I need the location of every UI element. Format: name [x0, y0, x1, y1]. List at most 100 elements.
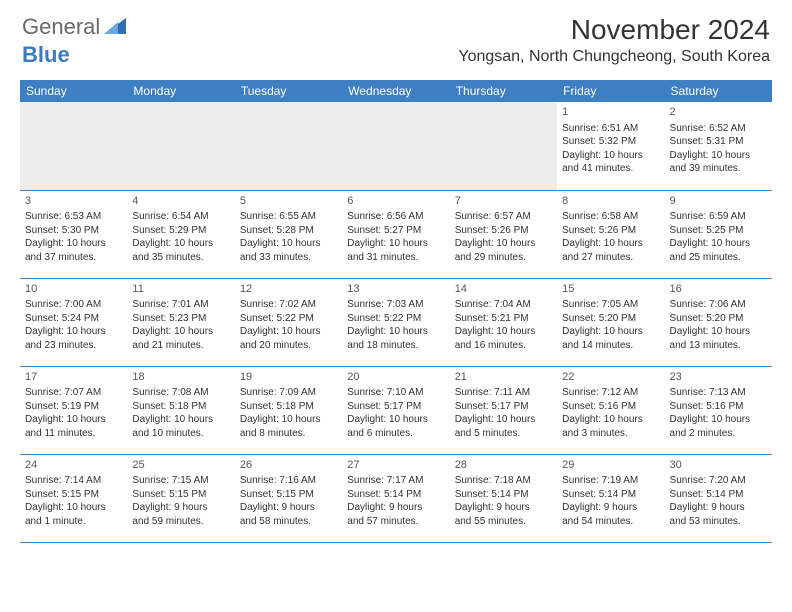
calendar-cell	[235, 102, 342, 190]
cell-line: Sunset: 5:31 PM	[670, 135, 767, 149]
cell-line: and 33 minutes.	[240, 251, 337, 265]
cell-line: Daylight: 10 hours	[347, 413, 444, 427]
calendar-row: 10Sunrise: 7:00 AMSunset: 5:24 PM Dayligh…	[20, 278, 772, 366]
cell-line: Sunset: 5:26 PM	[562, 224, 659, 238]
cell-line: and 35 minutes.	[132, 251, 229, 265]
calendar-cell	[450, 102, 557, 190]
cell-line: and 13 minutes.	[670, 339, 767, 353]
cell-line: and 8 minutes.	[240, 427, 337, 441]
calendar-cell: 30Sunrise: 7:20 AMSunset: 5:14 PMDayligh…	[665, 454, 772, 542]
day-number: 21	[455, 370, 552, 385]
day-number: 17	[25, 370, 122, 385]
cell-line: Sunset: 5:30 PM	[25, 224, 122, 238]
cell-line: Daylight: 10 hours	[455, 237, 552, 251]
cell-line: and 25 minutes.	[670, 251, 767, 265]
cell-line: Daylight: 10 hours	[670, 237, 767, 251]
cell-line: Sunset: 5:23 PM	[132, 312, 229, 326]
cell-line: Sunset: 5:24 PM	[25, 312, 122, 326]
cell-line: and 59 minutes.	[132, 515, 229, 529]
cell-line: and 20 minutes.	[240, 339, 337, 353]
cell-line: Sunrise: 7:08 AM	[132, 386, 229, 400]
day-number: 16	[670, 282, 767, 297]
calendar-cell: 12Sunrise: 7:02 AMSunset: 5:22 PMDayligh…	[235, 278, 342, 366]
cell-line: and 41 minutes.	[562, 162, 659, 176]
calendar-cell: 2Sunrise: 6:52 AMSunset: 5:31 PMDaylight…	[665, 102, 772, 190]
day-number: 29	[562, 458, 659, 473]
cell-line: Sunrise: 7:06 AM	[670, 298, 767, 312]
cell-line: Daylight: 10 hours	[347, 325, 444, 339]
calendar-cell: 16Sunrise: 7:06 AMSunset: 5:20 PMDayligh…	[665, 278, 772, 366]
cell-line: Sunset: 5:16 PM	[670, 400, 767, 414]
day-number: 6	[347, 194, 444, 209]
day-number: 1	[562, 105, 659, 120]
calendar-cell: 8Sunrise: 6:58 AMSunset: 5:26 PMDaylight…	[557, 190, 664, 278]
day-number: 5	[240, 194, 337, 209]
cell-line: Sunset: 5:27 PM	[347, 224, 444, 238]
calendar-cell: 6Sunrise: 6:56 AMSunset: 5:27 PMDaylight…	[342, 190, 449, 278]
calendar-cell: 22Sunrise: 7:12 AMSunset: 5:16 PMDayligh…	[557, 366, 664, 454]
cell-line: and 27 minutes.	[562, 251, 659, 265]
day-number: 12	[240, 282, 337, 297]
calendar-cell: 23Sunrise: 7:13 AMSunset: 5:16 PMDayligh…	[665, 366, 772, 454]
calendar-cell: 28Sunrise: 7:18 AMSunset: 5:14 PMDayligh…	[450, 454, 557, 542]
cell-line: and 11 minutes.	[25, 427, 122, 441]
cell-line: Sunset: 5:29 PM	[132, 224, 229, 238]
cell-line: Sunrise: 6:59 AM	[670, 210, 767, 224]
cell-line: Sunset: 5:16 PM	[562, 400, 659, 414]
cell-line: and 29 minutes.	[455, 251, 552, 265]
cell-line: Daylight: 10 hours	[562, 149, 659, 163]
cell-line: and 39 minutes.	[670, 162, 767, 176]
calendar-cell: 13Sunrise: 7:03 AMSunset: 5:22 PMDayligh…	[342, 278, 449, 366]
day-number: 23	[670, 370, 767, 385]
cell-line: Daylight: 9 hours	[132, 501, 229, 515]
day-number: 22	[562, 370, 659, 385]
calendar-cell: 15Sunrise: 7:05 AMSunset: 5:20 PMDayligh…	[557, 278, 664, 366]
calendar-cell: 14Sunrise: 7:04 AMSunset: 5:21 PMDayligh…	[450, 278, 557, 366]
cell-line: and 54 minutes.	[562, 515, 659, 529]
day-header: Monday	[127, 80, 234, 102]
calendar-head: SundayMondayTuesdayWednesdayThursdayFrid…	[20, 80, 772, 102]
day-number: 13	[347, 282, 444, 297]
cell-line: Sunset: 5:28 PM	[240, 224, 337, 238]
calendar-cell: 19Sunrise: 7:09 AMSunset: 5:18 PMDayligh…	[235, 366, 342, 454]
cell-line: and 23 minutes.	[25, 339, 122, 353]
cell-line: and 5 minutes.	[455, 427, 552, 441]
logo: General	[22, 14, 128, 40]
cell-line: Daylight: 10 hours	[240, 237, 337, 251]
cell-line: Sunrise: 6:51 AM	[562, 122, 659, 136]
calendar-row: 24Sunrise: 7:14 AMSunset: 5:15 PMDayligh…	[20, 454, 772, 542]
cell-line: Daylight: 10 hours	[455, 325, 552, 339]
day-header: Saturday	[665, 80, 772, 102]
day-header: Thursday	[450, 80, 557, 102]
cell-line: Sunset: 5:14 PM	[562, 488, 659, 502]
cell-line: Sunrise: 7:04 AM	[455, 298, 552, 312]
cell-line: Sunset: 5:15 PM	[132, 488, 229, 502]
cell-line: Daylight: 10 hours	[240, 325, 337, 339]
day-number: 26	[240, 458, 337, 473]
day-number: 10	[25, 282, 122, 297]
cell-line: Sunrise: 7:13 AM	[670, 386, 767, 400]
cell-line: Sunset: 5:14 PM	[670, 488, 767, 502]
day-number: 20	[347, 370, 444, 385]
logo-text-general: General	[22, 14, 100, 40]
day-header: Tuesday	[235, 80, 342, 102]
calendar-cell: 27Sunrise: 7:17 AMSunset: 5:14 PMDayligh…	[342, 454, 449, 542]
cell-line: Sunset: 5:18 PM	[132, 400, 229, 414]
day-number: 18	[132, 370, 229, 385]
calendar-cell: 18Sunrise: 7:08 AMSunset: 5:18 PMDayligh…	[127, 366, 234, 454]
cell-line: Sunrise: 6:53 AM	[25, 210, 122, 224]
title-block: November 2024 Yongsan, North Chungcheong…	[458, 14, 770, 66]
calendar-cell: 9Sunrise: 6:59 AMSunset: 5:25 PMDaylight…	[665, 190, 772, 278]
cell-line: Sunrise: 7:01 AM	[132, 298, 229, 312]
day-header: Sunday	[20, 80, 127, 102]
day-number: 11	[132, 282, 229, 297]
cell-line: and 55 minutes.	[455, 515, 552, 529]
cell-line: Sunset: 5:14 PM	[347, 488, 444, 502]
cell-line: Sunset: 5:32 PM	[562, 135, 659, 149]
cell-line: Sunrise: 7:00 AM	[25, 298, 122, 312]
cell-line: Sunrise: 7:11 AM	[455, 386, 552, 400]
calendar-row: 3Sunrise: 6:53 AMSunset: 5:30 PMDaylight…	[20, 190, 772, 278]
cell-line: Sunrise: 7:16 AM	[240, 474, 337, 488]
location-subtitle: Yongsan, North Chungcheong, South Korea	[458, 48, 770, 66]
day-number: 9	[670, 194, 767, 209]
